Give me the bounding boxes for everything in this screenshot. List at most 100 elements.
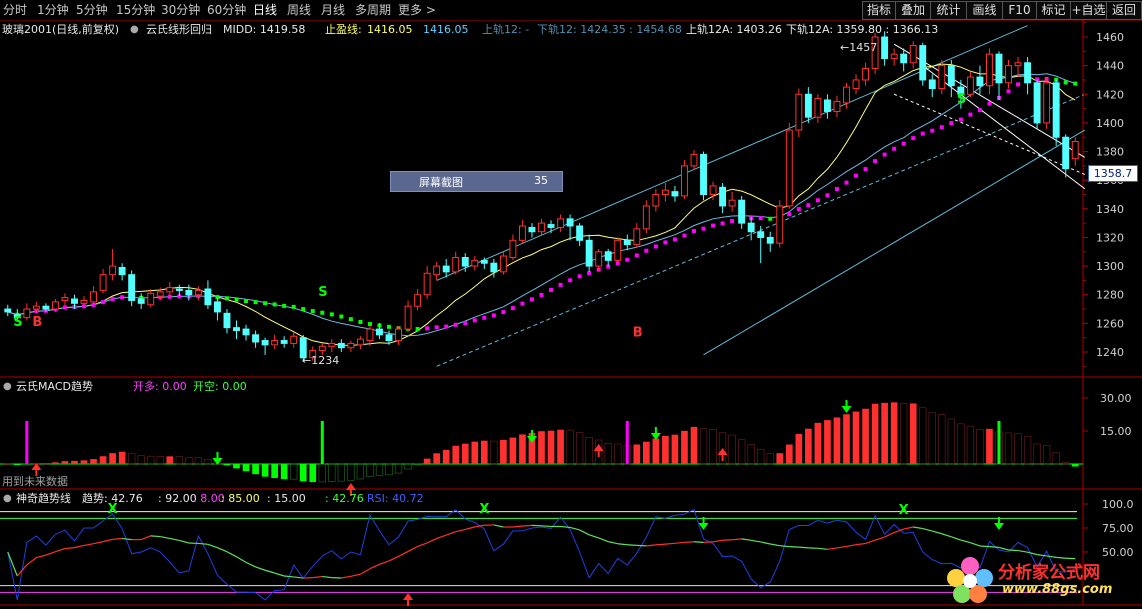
- timeframe-7[interactable]: 周线: [287, 3, 312, 17]
- price-tick-label: 1340: [1096, 203, 1124, 216]
- trend-dot: [177, 294, 182, 299]
- stop-value-2: 1416.05: [423, 23, 469, 36]
- macd-bar: [900, 403, 908, 465]
- trend-dot: [224, 296, 229, 301]
- candle-body: [595, 251, 603, 267]
- rsi-trend-segment: [1017, 549, 1028, 553]
- timeframe-2[interactable]: 5分钟: [76, 3, 108, 17]
- macd-bar: [480, 440, 488, 464]
- rsi-trend-segment: [274, 572, 285, 577]
- rsi-v4: : 15.00: [267, 492, 306, 505]
- timeframe-10[interactable]: 更多 >: [398, 3, 436, 17]
- tool-button-5[interactable]: 标记: [1036, 1, 1071, 20]
- timeframe-4[interactable]: 30分钟: [161, 3, 201, 17]
- timeframe-1[interactable]: 1分钟: [37, 3, 69, 17]
- macd-down-arrow-icon: [841, 400, 852, 413]
- macd-bar: [795, 434, 803, 464]
- timeframe-9[interactable]: 多周期: [355, 3, 392, 17]
- tool-button-6[interactable]: +自选: [1070, 1, 1107, 20]
- rsi-trend-segment: [474, 524, 485, 528]
- candle-body: [528, 226, 536, 233]
- macd-bar: [337, 463, 345, 482]
- macd-bar: [1014, 433, 1022, 465]
- candle-body: [1052, 82, 1060, 138]
- macd-bar: [709, 429, 717, 465]
- macd-bar: [318, 463, 326, 483]
- macd-bar: [1052, 452, 1060, 465]
- macd-bar: [766, 453, 774, 465]
- macd-up-arrow-icon: [31, 463, 42, 476]
- trend-dot: [282, 303, 287, 308]
- rsi-trend-segment: [893, 528, 904, 534]
- rsi-trend-segment: [1056, 556, 1066, 559]
- candle-body: [395, 328, 402, 342]
- signal-marker: B: [32, 315, 42, 330]
- rsi-trend-segment: [569, 526, 580, 531]
- candle-body: [461, 257, 469, 267]
- macd-dot-icon[interactable]: ●: [3, 381, 12, 392]
- candle-body: [652, 194, 660, 207]
- macd-signal-spike: [320, 421, 324, 464]
- macd-bar: [166, 456, 174, 464]
- macd-bar: [137, 455, 145, 465]
- timeframe-8[interactable]: 月线: [321, 3, 346, 17]
- trend-dot: [815, 198, 820, 203]
- macd-up-arrow-icon: [345, 483, 356, 496]
- candle-body: [42, 305, 50, 310]
- candle-body: [890, 53, 898, 59]
- macd-bar: [271, 464, 278, 478]
- macd-kaiduo: 开多: 0.00: [133, 380, 187, 393]
- rsi-trend-segment: [913, 526, 923, 530]
- candle-body: [766, 236, 774, 244]
- candle-body: [423, 272, 431, 296]
- trend-dot: [339, 314, 344, 319]
- candle-body: [499, 255, 507, 273]
- rsi-dot-icon[interactable]: ●: [3, 493, 12, 504]
- indicator-name[interactable]: 云氏线形回归: [146, 23, 212, 36]
- tool-button-3[interactable]: 画线: [966, 1, 1003, 20]
- rsi-trend-segment: [722, 539, 733, 541]
- macd-bar: [1062, 461, 1070, 465]
- macd-bar: [1033, 443, 1041, 465]
- timeframe-3[interactable]: 15分钟: [116, 3, 156, 17]
- rsi-trend-segment: [979, 545, 990, 548]
- timeframe-5[interactable]: 60分钟: [207, 3, 247, 17]
- macd-signal-spike: [997, 421, 1001, 464]
- candle-body: [719, 186, 727, 207]
- trend-dot: [310, 309, 315, 314]
- rsi-trend-segment: [264, 569, 275, 574]
- tool-button-1[interactable]: 叠加: [895, 1, 931, 20]
- macd-title[interactable]: 云氏MACD趋势: [16, 380, 93, 393]
- tool-button-2[interactable]: 统计: [930, 1, 967, 20]
- trend-dot: [796, 207, 801, 212]
- rsi-cross-marker: X: [479, 502, 489, 517]
- candle-body: [471, 259, 479, 267]
- macd-bar: [71, 460, 78, 464]
- macd-bar: [852, 411, 860, 464]
- rsi-trend-segment: [989, 546, 1000, 548]
- trend-dot: [501, 310, 506, 315]
- macd-bar: [509, 437, 517, 464]
- macd-bar: [461, 443, 469, 464]
- macd-bar: [747, 444, 755, 465]
- tool-button-0[interactable]: 指标: [862, 1, 896, 20]
- rsi-trend-segment: [455, 528, 466, 533]
- tool-button-4[interactable]: F10: [1002, 1, 1037, 20]
- rsi-title[interactable]: 神奇趋势线: [16, 492, 71, 505]
- macd-bar: [604, 443, 612, 465]
- rsi-trend-segment: [541, 525, 552, 528]
- tool-button-7[interactable]: 返回: [1106, 1, 1142, 20]
- signal-marker: B: [633, 325, 643, 340]
- rsi-trend-segment: [865, 539, 876, 545]
- indicator-dot-icon[interactable]: ●: [130, 24, 139, 35]
- macd-bar: [595, 439, 603, 465]
- candle-body: [452, 257, 460, 273]
- timeframe-0[interactable]: 分时: [3, 3, 28, 17]
- candle-body: [852, 79, 860, 90]
- timeframe-6[interactable]: 日线: [253, 3, 278, 17]
- price-tick-label: 1240: [1096, 346, 1124, 359]
- rsi-trend-segment: [388, 555, 399, 562]
- trend-dot: [911, 136, 916, 141]
- screenshot-tooltip[interactable]: 屏幕截图 35: [390, 171, 563, 192]
